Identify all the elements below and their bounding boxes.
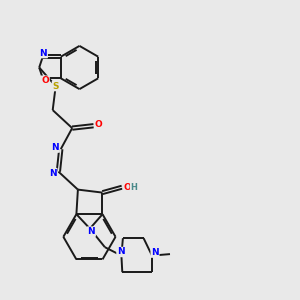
Text: N: N [117, 248, 124, 256]
Text: N: N [49, 169, 57, 178]
Text: N: N [88, 227, 95, 236]
Text: O: O [41, 76, 49, 85]
Text: N: N [40, 49, 47, 58]
Text: N: N [52, 143, 59, 152]
Text: N: N [151, 248, 159, 257]
Text: S: S [52, 82, 59, 91]
Text: O: O [94, 120, 102, 129]
Text: H: H [130, 183, 137, 192]
Text: O: O [123, 183, 131, 192]
